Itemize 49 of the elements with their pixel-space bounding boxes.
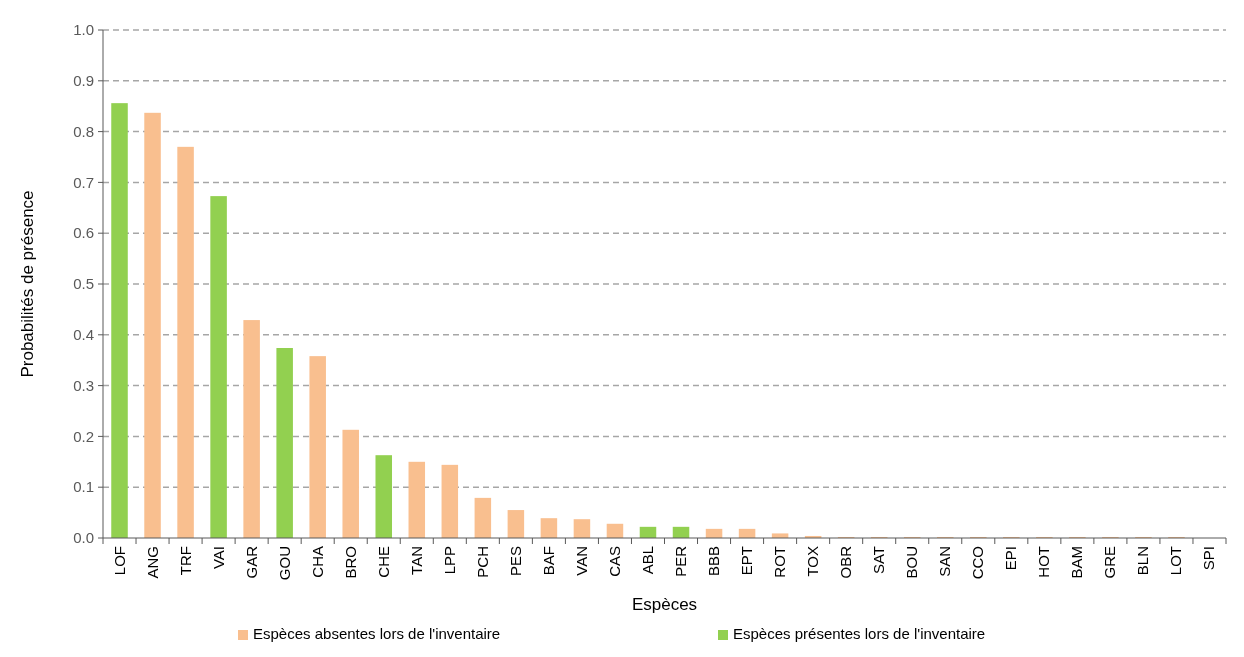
x-axis-title: Espèces	[631, 595, 698, 614]
x-tick-label: CHE	[374, 546, 392, 578]
x-tick-label: PES	[506, 546, 524, 577]
x-tick-label: TOX	[804, 546, 822, 577]
y-tick-label: 0.4	[73, 326, 94, 344]
y-tick-label: 0.3	[73, 376, 94, 394]
x-tick-label: EPI	[1002, 546, 1020, 571]
x-tick-label: CCO	[969, 546, 987, 580]
y-tick-label: 0.1	[73, 478, 94, 496]
y-tick-label: 1.0	[73, 21, 94, 39]
x-tick-label: PER	[672, 545, 690, 577]
y-tick-label: 0.2	[73, 427, 94, 445]
x-tick-label: LOT	[1167, 546, 1185, 576]
x-tick-label: PCH	[473, 546, 491, 578]
y-axis-title: Probabilités de présence	[18, 190, 37, 378]
x-tick-label: GOU	[275, 546, 293, 581]
x-tick-label: SAN	[936, 546, 954, 577]
x-tick-label: LPP	[440, 546, 458, 575]
x-tick-label: GAR	[242, 545, 260, 579]
legend-label: Espèces présentes lors de l'inventaire	[733, 625, 986, 642]
y-tick-label: 0.6	[73, 224, 94, 242]
x-tick-label: SPI	[1200, 546, 1218, 571]
x-tick-label: GRE	[1101, 546, 1119, 579]
x-tick-label: TAN	[407, 546, 425, 575]
y-tick-label: 0.5	[73, 275, 94, 293]
x-tick-label: ROT	[771, 546, 789, 578]
x-tick-label: BLN	[1134, 546, 1152, 576]
y-tick-label: 0.9	[73, 72, 94, 90]
x-tick-label: TRF	[176, 546, 194, 576]
y-tick-label: 0.7	[73, 173, 94, 191]
x-tick-label: ABL	[638, 546, 656, 575]
x-tick-label: EPT	[738, 546, 756, 576]
x-tick-label: SAT	[870, 546, 888, 575]
y-tick-label: 0.8	[73, 122, 94, 140]
x-tick-label: BAF	[539, 546, 557, 576]
x-tick-label: BRO	[341, 546, 359, 579]
x-tick-label: BAM	[1068, 546, 1086, 579]
x-tick-label: OBR	[837, 545, 855, 579]
legend-label: Espèces absentes lors de l'inventaire	[253, 625, 501, 642]
x-tick-label: BBB	[705, 546, 723, 577]
x-tick-label: CAS	[605, 546, 623, 577]
x-tick-label: HOT	[1035, 546, 1053, 578]
x-tick-label: VAN	[572, 546, 590, 576]
y-tick-label: 0.0	[73, 529, 94, 547]
x-tick-label: CHA	[308, 546, 326, 578]
x-tick-label: BOU	[903, 546, 921, 579]
x-tick-label: ANG	[143, 546, 161, 579]
x-tick-label: LOF	[110, 546, 128, 576]
x-tick-label: VAI	[209, 546, 227, 570]
